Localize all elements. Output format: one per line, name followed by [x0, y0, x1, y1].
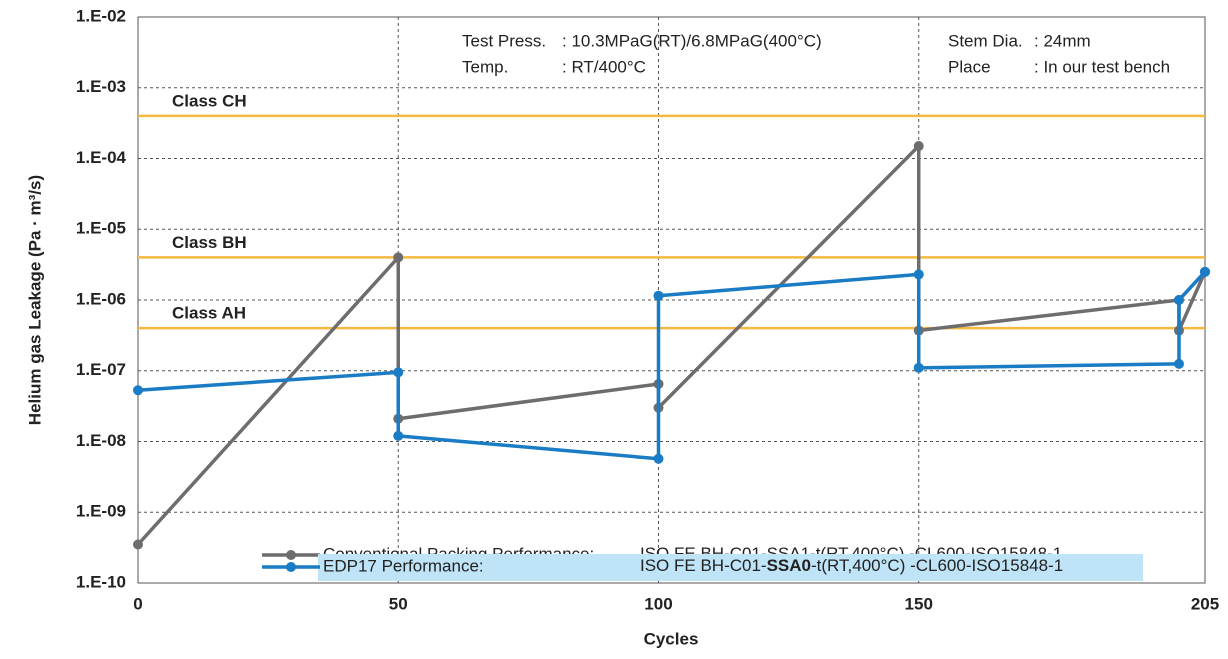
- annotation-value: : 24mm: [1034, 31, 1091, 50]
- designation-part: SSA0: [767, 556, 811, 575]
- x-axis-label: Cycles: [644, 629, 699, 648]
- x-tick-label: 100: [644, 594, 672, 613]
- y-tick-label: 1.E-02: [76, 6, 126, 25]
- y-axis-label: Helium gas Leakage (Pa · m³/s): [25, 175, 44, 425]
- designation-part: -t(RT,400°C) -CL600-ISO15848-1: [811, 556, 1063, 575]
- x-tick-label: 150: [905, 594, 933, 613]
- x-tick-label: 205: [1191, 594, 1219, 613]
- x-tick-label: 50: [389, 594, 408, 613]
- y-tick-label: 1.E-05: [76, 219, 126, 238]
- threshold-label: Class AH: [172, 304, 246, 323]
- data-point: [913, 269, 924, 280]
- threshold-label: Class BH: [172, 233, 247, 252]
- series-line: [136, 144, 1207, 546]
- legend-highlight: [318, 554, 1143, 581]
- x-tick-label: 0: [133, 594, 142, 613]
- y-tick-label: 1.E-07: [76, 360, 126, 379]
- y-tick-label: 1.E-04: [76, 148, 127, 167]
- data-point: [393, 252, 404, 263]
- annotation-label: Test Press.: [462, 31, 546, 50]
- threshold-label: Class CH: [172, 91, 247, 110]
- legend-marker: [286, 550, 296, 560]
- y-tick-label: 1.E-10: [76, 572, 126, 591]
- data-point: [1173, 295, 1184, 305]
- data-point: [133, 385, 143, 396]
- y-tick-label: 1.E-03: [76, 77, 126, 96]
- data-point: [913, 141, 924, 152]
- legend-marker: [286, 562, 296, 572]
- designation-part: ISO FE BH-C01-: [640, 556, 767, 575]
- annotation-label: Stem Dia.: [948, 31, 1023, 50]
- data-point: [133, 539, 143, 550]
- data-point: [1173, 358, 1184, 369]
- series-line: [137, 270, 1207, 461]
- data-point: [913, 362, 924, 373]
- annotation-value: : In our test bench: [1034, 57, 1170, 76]
- data-point: [653, 290, 664, 301]
- data-point: [393, 430, 404, 441]
- y-tick-label: 1.E-08: [76, 431, 126, 450]
- y-tick-label: 1.E-09: [76, 502, 126, 521]
- legend-label: EDP17 Performance:: [323, 556, 484, 575]
- data-point: [1200, 266, 1210, 277]
- data-point: [653, 453, 664, 464]
- annotation-value: : 10.3MPaG(RT)/6.8MPaG(400°C): [562, 31, 822, 50]
- data-point: [393, 367, 404, 378]
- annotation-label: Temp.: [462, 57, 508, 76]
- annotation-value: : RT/400°C: [562, 57, 646, 76]
- annotation-label: Place: [948, 57, 991, 76]
- y-tick-label: 1.E-06: [76, 289, 126, 308]
- legend-designation: ISO FE BH-C01-SSA0-t(RT,400°C) -CL600-IS…: [640, 556, 1063, 575]
